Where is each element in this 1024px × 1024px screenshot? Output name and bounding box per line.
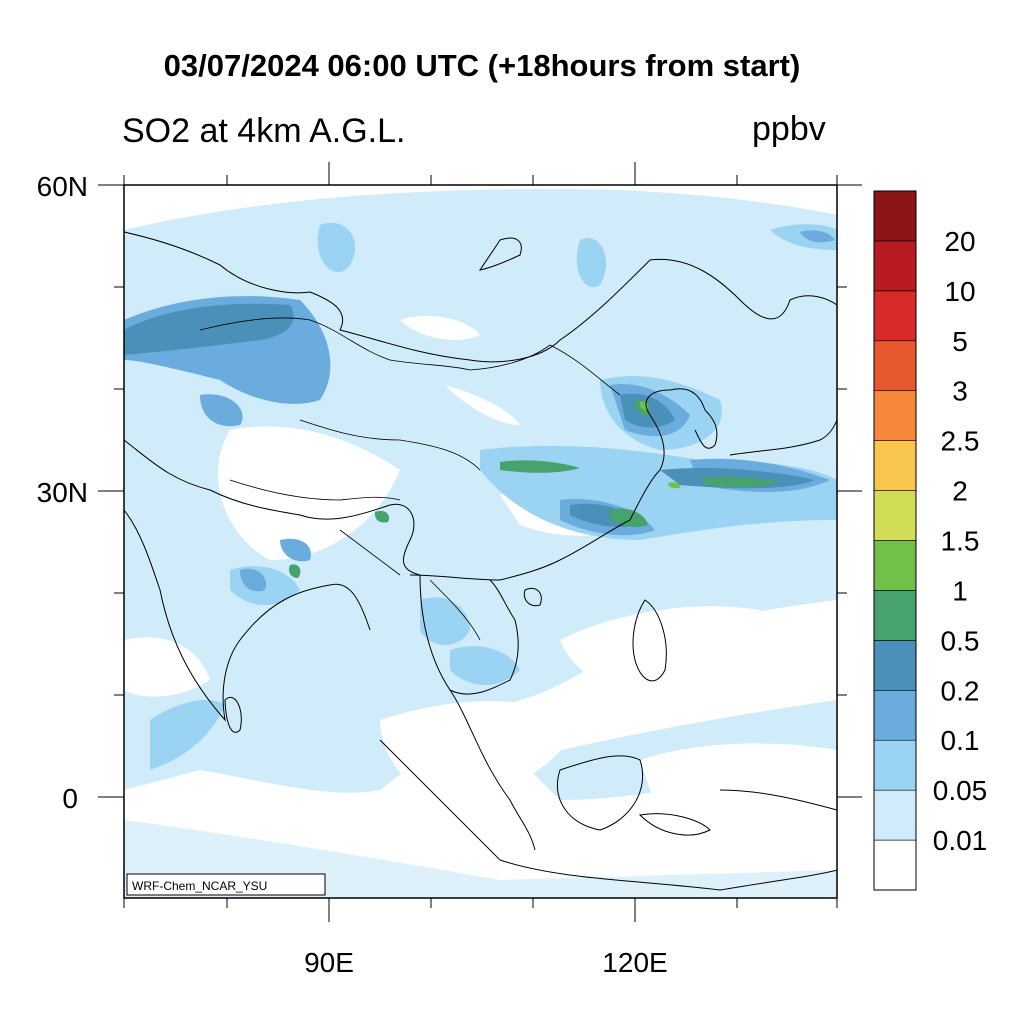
colorbar-swatch — [873, 839, 917, 891]
colorbar-label: 20 — [944, 226, 975, 257]
colorbar-label: 0.5 — [941, 625, 980, 656]
colorbar-swatch — [873, 739, 917, 791]
axis-ticks — [98, 162, 862, 922]
so2-field-0.5 — [288, 399, 780, 578]
colorbar: 0.01 0.05 0.1 0.2 0.5 1 1.5 2 2.5 3 5 10 20 — [873, 190, 988, 891]
colorbar-swatch — [873, 540, 917, 591]
colorbar-frame — [873, 190, 917, 891]
model-credit: WRF-Chem_NCAR_YSU — [132, 879, 267, 893]
lon-label-90e: 90E — [304, 947, 354, 978]
colorbar-label: 1.5 — [941, 526, 980, 557]
colorbar-swatch — [873, 440, 917, 491]
colorbar-label: 0.2 — [941, 675, 980, 706]
colorbar-label: 2 — [952, 476, 968, 507]
colorbar-label: 0.01 — [933, 825, 988, 856]
units-label: ppbv — [752, 110, 826, 148]
colorbar-swatch — [873, 490, 917, 541]
so2-field-land-gaps — [124, 315, 837, 854]
colorbar-swatch — [873, 640, 917, 691]
coastlines — [124, 231, 837, 891]
colorbar-label: 3 — [952, 376, 968, 407]
colorbar-swatch — [873, 340, 917, 392]
colorbar-label: 5 — [952, 326, 968, 357]
colorbar-swatch — [873, 689, 917, 741]
colorbar-label: 10 — [944, 276, 975, 307]
map-title: 03/07/2024 06:00 UTC (+18hours from star… — [163, 48, 801, 83]
colorbar-swatch — [873, 590, 917, 641]
map-panel — [124, 185, 837, 898]
colorbar-swatch — [873, 190, 917, 242]
lat-label-30n: 30N — [37, 477, 88, 508]
lon-label-120e: 120E — [602, 947, 667, 978]
colorbar-label: 0.05 — [933, 775, 988, 806]
colorbar-swatch — [873, 390, 917, 441]
credit-box — [126, 873, 326, 896]
colorbar-label: 0.1 — [941, 725, 980, 756]
colorbar-label: 2.5 — [941, 426, 980, 457]
map-frame — [123, 184, 838, 899]
variable-label: SO2 at 4km A.G.L. — [122, 112, 406, 150]
lat-label-0: 0 — [62, 783, 78, 814]
colorbar-swatch — [873, 789, 917, 841]
colorbar-label: 1 — [952, 575, 968, 606]
country-borders — [199, 317, 621, 641]
colorbar-swatch — [873, 240, 917, 292]
colorbar-swatch — [873, 290, 917, 342]
lat-label-60n: 60N — [37, 171, 88, 202]
